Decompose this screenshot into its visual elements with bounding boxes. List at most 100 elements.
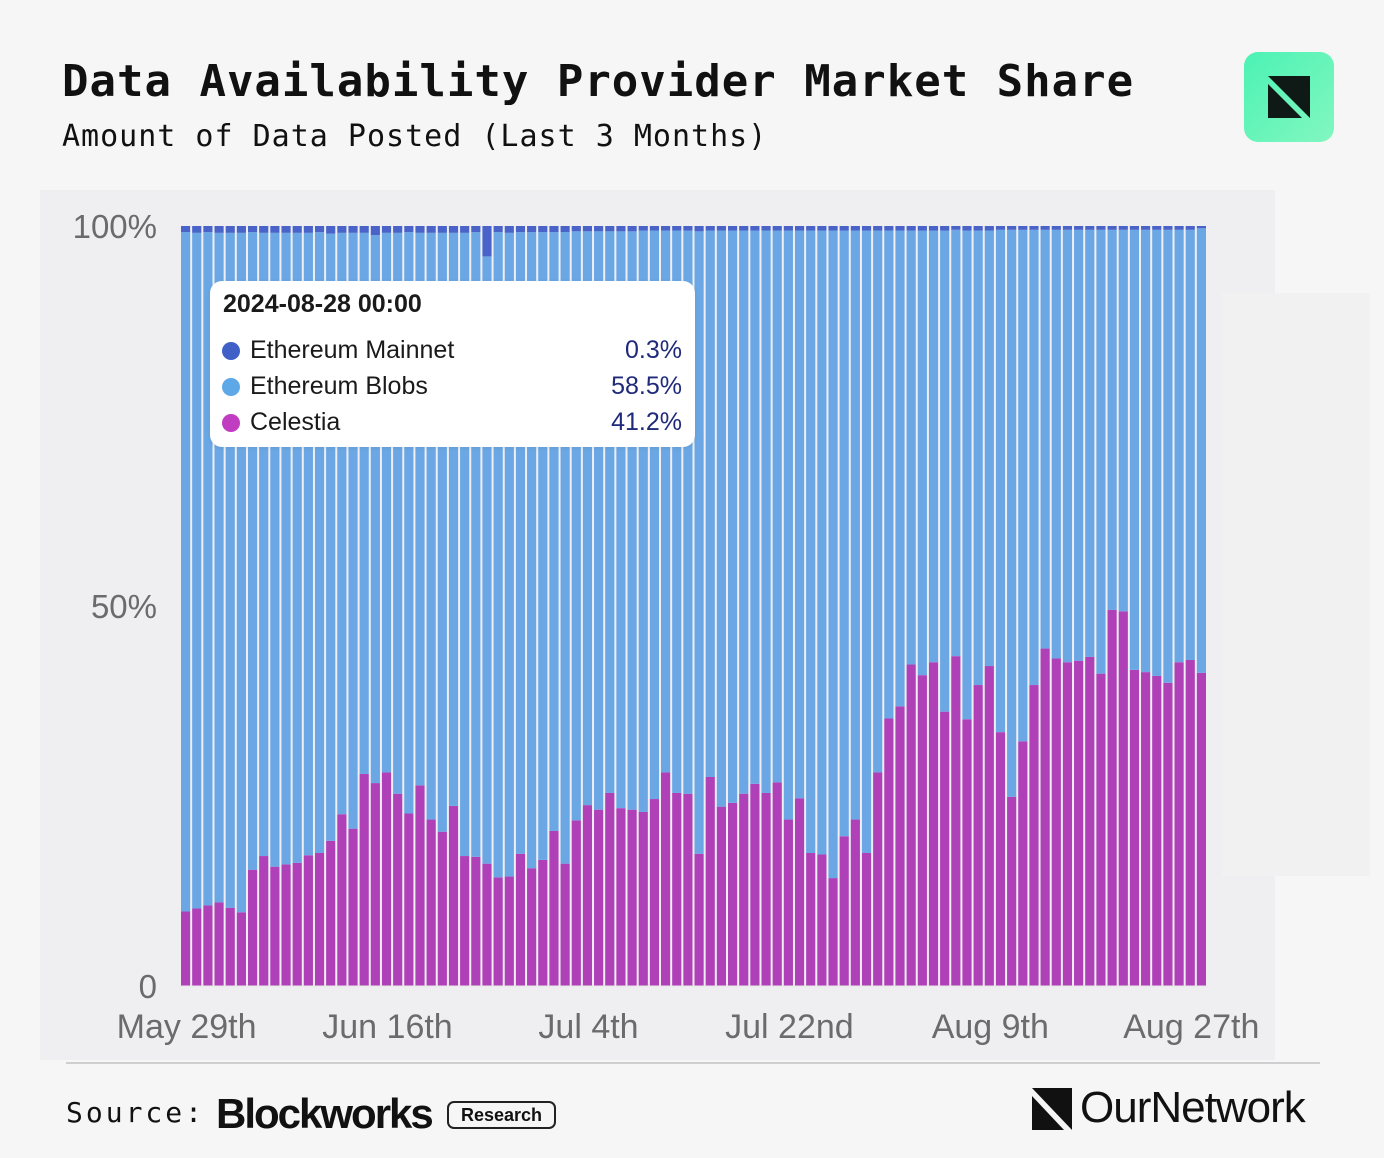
bar-ethereum-blobs — [1040, 229, 1050, 649]
bar-celestia — [906, 664, 916, 986]
bar-ethereum-blobs — [471, 232, 481, 857]
bar-ethereum-blobs — [337, 232, 347, 815]
bar-celestia — [1040, 648, 1050, 986]
bar-ethereum-blobs — [973, 230, 983, 686]
bar-ethereum-blobs — [460, 232, 470, 857]
bar-ethereum-mainnet — [783, 226, 793, 231]
bar-celestia — [649, 799, 660, 986]
bar-ethereum-blobs — [292, 232, 302, 863]
bar-ethereum-blobs — [214, 232, 224, 903]
bar-ethereum-blobs — [1018, 229, 1028, 742]
y-axis-ticks: 0 50% 100% — [73, 208, 157, 1005]
bar-ethereum-blobs — [694, 231, 704, 854]
bar-ethereum-mainnet — [772, 226, 782, 231]
bar-ethereum-blobs — [861, 230, 872, 853]
side-panel — [1222, 293, 1370, 876]
bar-celestia — [582, 805, 593, 986]
bar-celestia — [783, 819, 793, 986]
bar-ethereum-blobs — [1163, 229, 1173, 683]
bar-celestia — [1029, 685, 1039, 986]
bar-celestia — [705, 777, 715, 986]
bar-ethereum-mainnet — [181, 226, 191, 233]
bar-ethereum-mainnet — [549, 226, 559, 233]
bar-ethereum-blobs — [705, 230, 715, 777]
bar-celestia — [181, 911, 191, 986]
bar-celestia — [471, 856, 481, 986]
bar-celestia — [1129, 669, 1140, 986]
bar-ethereum-blobs — [984, 230, 994, 667]
bar-celestia — [415, 785, 425, 986]
bar-ethereum-mainnet — [1141, 226, 1151, 230]
bar-celestia — [672, 792, 682, 986]
bar-ethereum-blobs — [995, 229, 1006, 733]
bar-ethereum-mainnet — [951, 226, 961, 230]
bar-ethereum-mainnet — [1185, 226, 1195, 230]
source-brand-logo: Blockworks — [216, 1090, 434, 1137]
bar-ethereum-blobs — [527, 232, 537, 869]
bar-celestia — [1196, 672, 1206, 986]
bar-celestia — [192, 908, 202, 986]
bar-ethereum-mainnet — [270, 226, 280, 233]
tooltip-label: Ethereum Mainnet — [250, 336, 455, 364]
bar-celestia — [917, 675, 927, 986]
bar-celestia — [247, 869, 258, 986]
bar-celestia — [616, 808, 626, 986]
bar-celestia — [828, 878, 838, 986]
bar-ethereum-mainnet — [661, 226, 671, 231]
bar-ethereum-blobs — [683, 230, 693, 794]
bar-ethereum-mainnet — [794, 226, 805, 231]
bar-celestia — [661, 772, 671, 986]
bar-celestia — [739, 793, 749, 986]
bar-ethereum-blobs — [1029, 229, 1039, 686]
bar-ethereum-blobs — [873, 230, 883, 773]
bar-ethereum-mainnet — [962, 226, 972, 231]
x-tick-label: Jul 22nd — [725, 1008, 854, 1046]
bar-ethereum-blobs — [1152, 229, 1162, 676]
bar-ethereum-blobs — [225, 232, 235, 908]
bar-ethereum-mainnet — [973, 226, 983, 231]
bar-celestia — [1074, 660, 1084, 986]
bar-ethereum-blobs — [594, 231, 604, 810]
bar-celestia — [281, 864, 291, 986]
bar-celestia — [426, 819, 436, 986]
bar-ethereum-blobs — [236, 232, 246, 913]
bar-celestia — [393, 793, 403, 986]
bar-celestia — [940, 711, 950, 986]
bar-ethereum-mainnet — [214, 226, 224, 233]
bar-celestia — [225, 907, 235, 986]
bar-celestia — [571, 820, 581, 986]
bar-celestia — [337, 814, 347, 986]
bar-ethereum-mainnet — [1051, 226, 1061, 230]
bar-ethereum-mainnet — [471, 226, 481, 233]
ournetwork-logo-badge — [1244, 52, 1334, 142]
bar-ethereum-blobs — [404, 232, 414, 814]
bar-ethereum-blobs — [538, 232, 548, 860]
bar-ethereum-blobs — [571, 231, 581, 821]
bar-celestia — [794, 798, 805, 986]
bar-celestia — [817, 854, 827, 986]
bar-celestia — [727, 802, 738, 986]
bar-celestia — [1185, 659, 1195, 986]
bar-celestia — [1007, 796, 1017, 986]
bar-ethereum-mainnet — [236, 226, 246, 233]
bar-ethereum-mainnet — [415, 226, 425, 233]
tooltip-label: Celestia — [250, 408, 341, 436]
bar-ethereum-blobs — [761, 230, 771, 793]
bar-celestia — [359, 773, 369, 986]
bar-celestia — [1107, 609, 1117, 986]
bar-celestia — [515, 853, 526, 986]
bar-celestia — [560, 863, 570, 986]
bar-ethereum-mainnet — [203, 226, 213, 233]
bar-celestia — [1085, 656, 1095, 986]
bar-ethereum-mainnet — [761, 226, 771, 231]
bar-ethereum-blobs — [549, 232, 559, 831]
bar-celestia — [873, 772, 883, 986]
bar-celestia — [951, 656, 961, 986]
bar-ethereum-blobs — [1196, 228, 1206, 673]
ethereum-blobs-dot-icon — [222, 378, 240, 396]
bar-ethereum-blobs — [259, 232, 269, 857]
bar-celestia — [995, 732, 1006, 986]
bar-ethereum-mainnet — [381, 226, 392, 233]
bar-ethereum-blobs — [739, 230, 749, 794]
